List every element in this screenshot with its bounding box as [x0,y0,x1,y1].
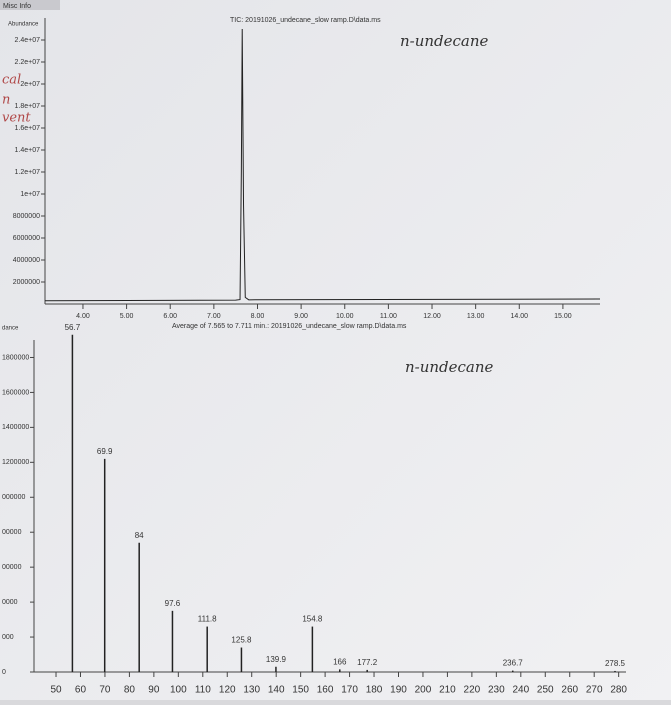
y-axis-label: dance [2,326,19,332]
x-tick-label: 5.00 [120,313,134,320]
x-tick-label: 260 [561,685,578,696]
margin-note: cal [2,73,21,88]
x-tick-label: 7.00 [207,313,221,320]
y-tick-label: 8000000 [13,213,40,220]
peak-label: 278.5 [605,659,626,668]
y-tick-label: 0000 [2,599,18,606]
x-tick-label: 250 [537,685,554,696]
chromatogram-line [44,28,601,302]
x-tick-label: 6.00 [163,313,177,320]
annotation: n-undecane [400,32,489,50]
peak-label: 84 [135,531,144,540]
x-tick-label: 110 [195,685,211,696]
peak-label: 56.7 [65,323,81,332]
x-tick-label: 130 [243,685,260,696]
x-tick-label: 10.00 [336,313,354,320]
x-tick-label: 220 [464,685,481,696]
margin-note: vent [2,111,31,126]
y-tick-label: 2e+07 [20,81,40,88]
x-tick-label: 240 [512,685,529,696]
y-tick-label: 1.4e+07 [15,147,41,154]
x-tick-label: 190 [390,685,407,696]
y-axis-label: Abundance [8,22,39,28]
x-tick-label: 9.00 [294,313,308,320]
peak-label: 111.8 [198,615,217,624]
x-tick-label: 170 [341,685,358,696]
header-strip [0,0,60,10]
y-tick-label: 6000000 [13,235,40,242]
x-tick-label: 140 [268,685,285,696]
y-tick-label: 2.4e+07 [15,37,41,44]
y-tick-label: 1600000 [2,389,29,396]
x-tick-label: 50 [50,685,62,696]
peak-label: 125.8 [231,636,252,645]
y-tick-label: 1e+07 [20,191,40,198]
y-tick-label: 000000 [2,494,25,501]
x-tick-label: 150 [292,685,309,696]
y-tick-label: 1.8e+07 [15,103,41,110]
y-tick-label: 1.6e+07 [15,125,41,132]
y-tick-label: 0 [2,669,6,676]
x-tick-label: 180 [366,685,383,696]
x-tick-label: 12.00 [423,313,441,320]
y-tick-label: 1200000 [2,459,29,466]
y-tick-label: 1.2e+07 [15,169,41,176]
x-tick-label: 70 [99,685,111,696]
chart-title: TIC: 20191026_undecane_slow ramp.D\data.… [230,17,381,24]
x-tick-label: 4.00 [76,313,90,320]
x-tick-label: 120 [219,685,236,696]
margin-note: n [2,93,10,108]
x-tick-label: 11.00 [380,313,397,320]
x-tick-label: 280 [610,685,627,696]
peak-label: 97.6 [165,599,181,608]
y-tick-label: 1800000 [2,354,29,361]
x-tick-label: 230 [488,685,505,696]
peak-label: 69.9 [97,447,113,456]
x-tick-label: 160 [317,685,334,696]
y-tick-label: 2.2e+07 [15,59,41,66]
y-tick-label: 1400000 [2,424,29,431]
x-tick-label: 270 [586,685,603,696]
x-tick-label: 13.00 [467,313,485,320]
annotation: n-undecane [405,358,494,376]
peak-label: 236.7 [503,659,524,668]
y-tick-label: 4000000 [13,257,40,264]
peak-label: 139.9 [266,655,287,664]
x-tick-label: 60 [75,685,87,696]
x-tick-label: 100 [170,685,187,696]
y-tick-label: 00000 [2,564,22,571]
peak-label: 177.2 [357,658,378,667]
y-tick-label: 00000 [2,529,22,536]
x-tick-label: 80 [124,685,136,696]
x-tick-label: 90 [148,685,160,696]
x-tick-label: 14.00 [511,313,529,320]
peak-label: 166 [333,657,347,666]
y-tick-label: 2000000 [13,279,40,286]
x-tick-label: 15.00 [554,313,572,320]
header-text: Misc Info [3,3,31,10]
x-tick-label: 200 [415,685,432,696]
x-tick-label: 8.00 [251,313,265,320]
y-tick-label: 000 [2,634,14,641]
peak-label: 154.8 [302,615,323,624]
x-tick-label: 210 [439,685,456,696]
chart-title: Average of 7.565 to 7.711 min.: 20191026… [172,323,407,330]
